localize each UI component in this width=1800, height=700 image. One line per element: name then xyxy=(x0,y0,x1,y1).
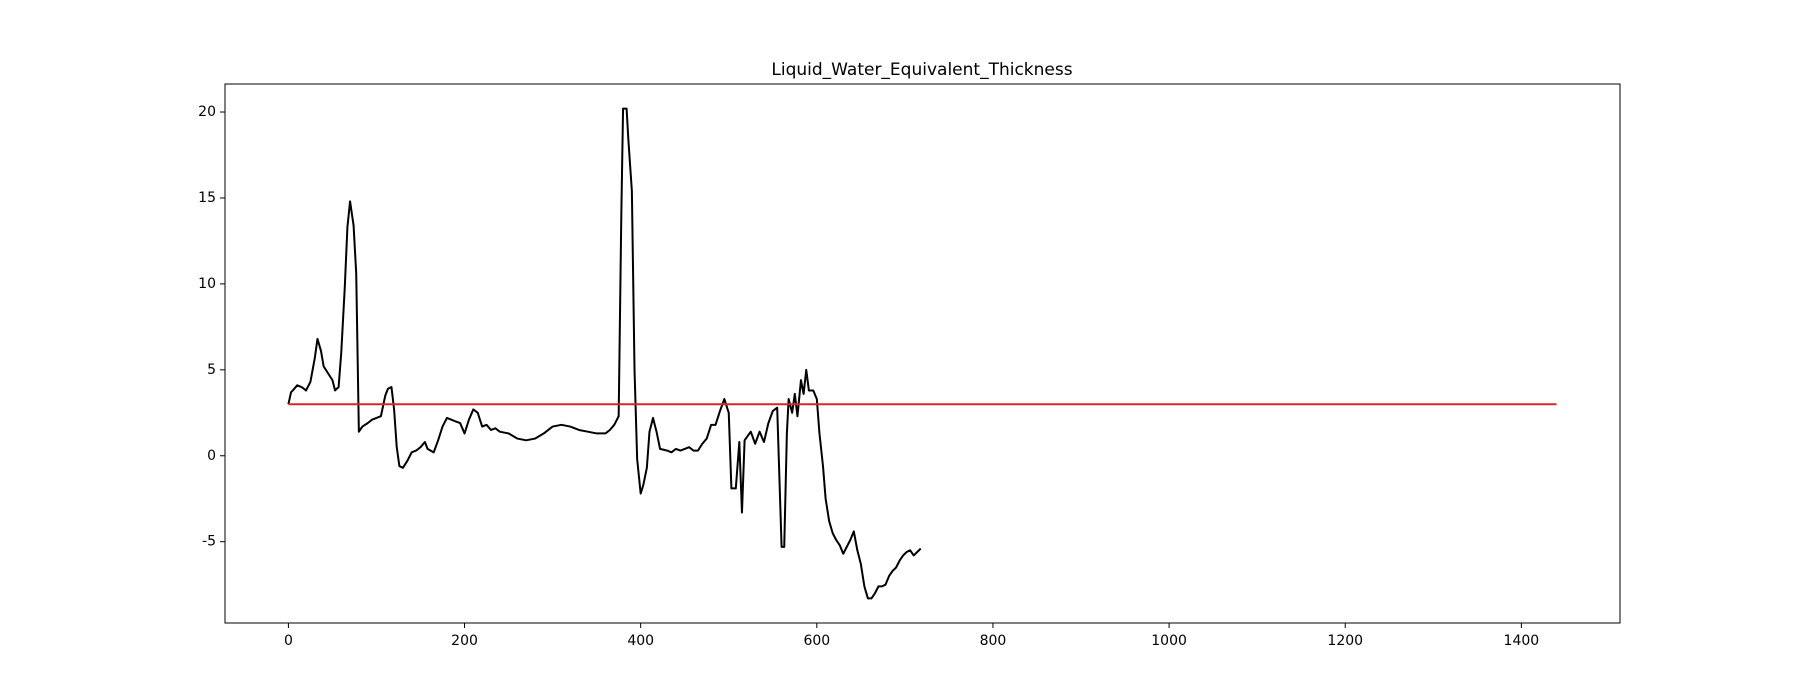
y-tick-label: 0 xyxy=(207,448,216,464)
x-tick-label: 400 xyxy=(627,633,654,649)
y-tick-label: 5 xyxy=(207,362,216,378)
x-tick-label: 1000 xyxy=(1151,633,1187,649)
x-tick-label: 1400 xyxy=(1504,633,1540,649)
y-tick-label: 15 xyxy=(198,190,216,206)
chart-title: Liquid_Water_Equivalent_Thickness xyxy=(771,60,1072,80)
x-tick-label: 200 xyxy=(451,633,478,649)
y-tick-label: -5 xyxy=(202,534,216,550)
y-tick-label: 20 xyxy=(198,104,216,120)
x-tick-label: 600 xyxy=(803,633,830,649)
x-tick-label: 800 xyxy=(980,633,1007,649)
x-tick-label: 0 xyxy=(284,633,293,649)
data-line xyxy=(287,107,922,600)
x-tick-label: 1200 xyxy=(1327,633,1363,649)
y-tick-label: 10 xyxy=(198,276,216,292)
plot-frame xyxy=(224,83,1621,624)
